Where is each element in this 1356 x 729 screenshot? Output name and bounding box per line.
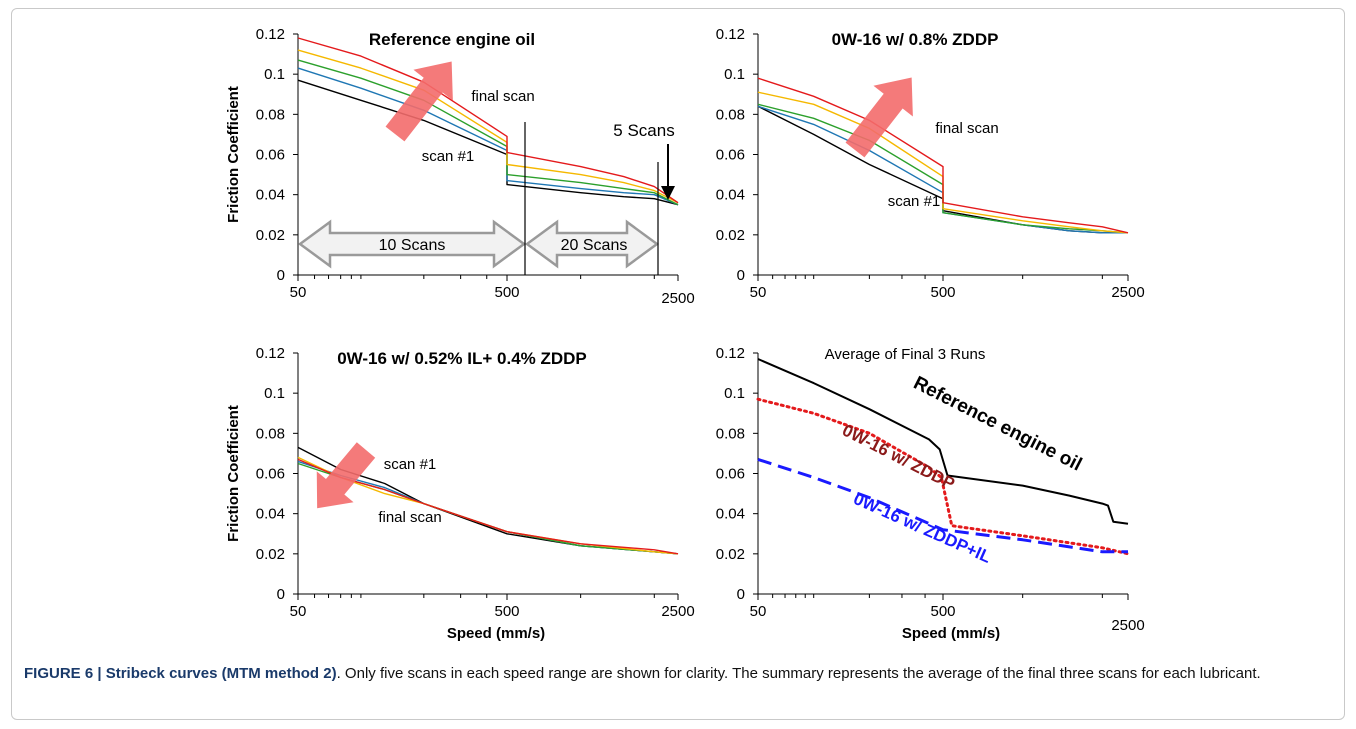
x-tick-label: 50 — [290, 284, 307, 301]
annotation-final-scan: final scan — [378, 509, 441, 526]
chart-title: Reference engine oil — [369, 30, 535, 49]
annotation-final-scan: final scan — [471, 88, 534, 105]
annotation-10-scans: 10 Scans — [379, 237, 446, 254]
series-line-3 — [757, 457, 1128, 554]
x-tick-label: 50 — [750, 603, 767, 620]
trend-arrow — [385, 61, 453, 142]
x-tick-label: 500 — [494, 603, 519, 620]
x-axis-label: Speed (mm/s) — [902, 625, 1000, 642]
chart-title: 0W-16 w/ 0.52% IL+ 0.4% ZDDP — [337, 349, 587, 368]
series-label-reference: Reference engine oil — [910, 373, 1085, 476]
y-tick-label: 0.08 — [716, 106, 745, 123]
y-tick-label: 0 — [277, 267, 285, 284]
x-tick-label: 2500 — [661, 603, 694, 620]
annotation-5-scans: 5 Scans — [613, 121, 674, 140]
annotation-scan-1: scan #1 — [422, 148, 475, 165]
annotation-final-scan: final scan — [935, 120, 998, 137]
annotation-20-scans: 20 Scans — [561, 237, 628, 254]
y-tick-label: 0.06 — [256, 466, 285, 483]
series-line-5 — [757, 77, 1129, 234]
series-line-1 — [297, 79, 679, 206]
series-line-1 — [757, 358, 1129, 525]
x-tick-label: 500 — [930, 603, 955, 620]
y-tick-label: 0.08 — [256, 425, 285, 442]
annotation-scan-1: scan #1 — [888, 193, 941, 210]
y-tick-label: 0.1 — [724, 66, 745, 83]
y-tick-label: 0.12 — [716, 26, 745, 43]
range-arrow-20-scans — [524, 219, 660, 269]
y-tick-label: 0 — [737, 586, 745, 603]
chart-panel-2: 0 0.02 0.04 0.06 0.08 0.1 0.12 50 500 2500 — [716, 26, 1145, 301]
annotation-scan-1: scan #1 — [384, 456, 437, 473]
y-tick-label: 0 — [277, 586, 285, 603]
y-tick-label: 0.1 — [724, 385, 745, 402]
series-line-3 — [297, 59, 679, 206]
x-tick-label: 2500 — [1111, 617, 1144, 634]
series-line-4 — [297, 49, 679, 204]
series-line-5 — [297, 37, 679, 204]
chart-title: 0W-16 w/ 0.8% ZDDP — [832, 30, 999, 49]
figure-caption-text: . Only five scans in each speed range ar… — [336, 665, 1261, 682]
x-tick-label: 50 — [750, 284, 767, 301]
series-label-zddp: 0W-16 w/ ZDDP — [839, 421, 958, 494]
figure-caption-title: FIGURE 6 | Stribeck curves (MTM method 2… — [24, 665, 337, 682]
chart-panel-1: 0 0.02 0.04 0.06 0.08 0.1 0.12 50 500 2500 Frictio… — [225, 26, 695, 307]
y-tick-label: 0.12 — [716, 345, 745, 362]
trend-arrow — [845, 77, 913, 158]
y-tick-label: 0.1 — [264, 66, 285, 83]
x-axis-label: Speed (mm/s) — [447, 625, 545, 642]
range-arrow-10-scans — [297, 219, 527, 269]
y-tick-label: 0.12 — [256, 345, 285, 362]
chart-title: Average of Final 3 Runs — [825, 346, 986, 363]
x-tick-label: 2500 — [1111, 284, 1144, 301]
y-tick-label: 0.06 — [256, 147, 285, 164]
y-tick-label: 0.02 — [256, 546, 285, 563]
y-tick-label: 0.02 — [256, 227, 285, 244]
y-tick-label: 0.02 — [716, 227, 745, 244]
y-tick-label: 0.06 — [716, 466, 745, 483]
x-tick-label: 2500 — [661, 290, 694, 307]
y-axis-label: Friction Coefficient — [225, 86, 242, 223]
y-tick-label: 0.12 — [256, 26, 285, 43]
series-line-2 — [297, 67, 679, 206]
pointer-arrow-head — [661, 186, 675, 200]
y-tick-label: 0.04 — [716, 506, 745, 523]
y-tick-label: 0 — [737, 267, 745, 284]
figure-caption-label: FIGURE 6 | Stribeck curves (MTM method 2… — [24, 665, 337, 682]
figure-caption: FIGURE 6 | Stribeck curves (MTM method 2… — [24, 663, 1324, 684]
y-axis-label: Friction Coefficient — [225, 405, 242, 542]
y-tick-label: 0.02 — [716, 546, 745, 563]
x-tick-label: 50 — [290, 603, 307, 620]
y-tick-label: 0.1 — [264, 385, 285, 402]
trend-arrow — [316, 442, 376, 509]
series-line-4 — [757, 91, 1129, 234]
x-tick-label: 500 — [494, 284, 519, 301]
y-tick-label: 0.06 — [716, 147, 745, 164]
series-line-2 — [756, 397, 1130, 556]
chart-panel-3: 0 0.02 0.04 0.06 0.08 0.1 0.12 50 500 2500 Frictio… — [225, 345, 695, 642]
y-tick-label: 0.04 — [256, 506, 285, 523]
y-tick-label: 0.04 — [716, 187, 745, 204]
chart-panel-4: 0 0.02 0.04 0.06 0.08 0.1 0.12 50 500 2500 Speed (… — [716, 345, 1145, 642]
y-tick-label: 0.04 — [256, 187, 285, 204]
x-tick-label: 500 — [930, 284, 955, 301]
y-tick-label: 0.08 — [716, 425, 745, 442]
y-tick-label: 0.08 — [256, 106, 285, 123]
